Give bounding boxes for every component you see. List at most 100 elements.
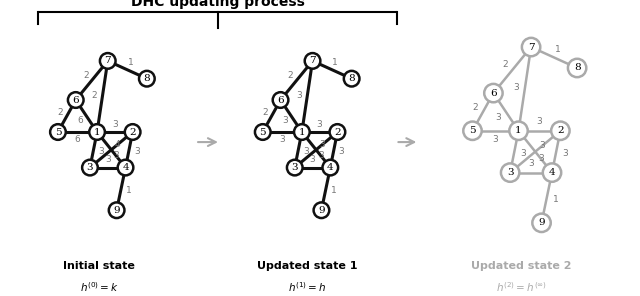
Text: 3: 3	[528, 159, 534, 168]
Circle shape	[109, 202, 124, 218]
Text: 3: 3	[282, 116, 287, 125]
Text: 3: 3	[291, 163, 298, 172]
Text: 8: 8	[143, 74, 150, 83]
Circle shape	[50, 124, 66, 140]
Text: 1: 1	[555, 45, 561, 54]
Text: 3: 3	[105, 155, 111, 164]
Text: 8: 8	[574, 63, 580, 73]
Text: 1: 1	[332, 58, 338, 67]
Text: 1: 1	[126, 186, 132, 195]
Text: 3: 3	[507, 168, 513, 177]
Circle shape	[287, 160, 303, 176]
Text: 4: 4	[548, 168, 556, 177]
Circle shape	[344, 71, 360, 86]
Text: 1: 1	[553, 195, 559, 204]
Text: 1: 1	[298, 128, 305, 136]
Text: 6: 6	[72, 96, 79, 104]
Text: 2: 2	[129, 128, 136, 136]
Text: 3: 3	[319, 140, 325, 149]
Text: 3: 3	[318, 151, 324, 160]
Text: 1: 1	[515, 126, 522, 135]
Text: 2: 2	[287, 71, 293, 80]
Circle shape	[118, 160, 133, 176]
Text: $h^{(2)} = h^{(\infty)}$: $h^{(2)} = h^{(\infty)}$	[496, 280, 547, 294]
Circle shape	[522, 38, 540, 56]
Circle shape	[551, 122, 570, 140]
Text: 7: 7	[309, 57, 316, 65]
Circle shape	[330, 124, 345, 140]
Text: $h^{(0)} = k$: $h^{(0)} = k$	[80, 280, 118, 294]
Text: 3: 3	[495, 112, 501, 122]
Text: 4: 4	[115, 140, 120, 149]
Circle shape	[509, 122, 528, 140]
Circle shape	[463, 122, 482, 140]
Text: 6: 6	[75, 135, 81, 144]
Text: 2: 2	[92, 91, 97, 100]
Text: 3: 3	[493, 136, 499, 144]
Text: 3: 3	[99, 147, 104, 156]
Circle shape	[484, 84, 502, 102]
Circle shape	[89, 124, 105, 140]
Circle shape	[568, 59, 586, 77]
Text: 9: 9	[538, 218, 545, 227]
Circle shape	[255, 124, 271, 140]
Circle shape	[273, 92, 289, 108]
Text: 3: 3	[296, 91, 302, 100]
Text: 4: 4	[122, 163, 129, 172]
Circle shape	[501, 163, 519, 182]
Circle shape	[305, 53, 321, 69]
Text: Updated state 1: Updated state 1	[257, 261, 358, 271]
Text: Initial state: Initial state	[63, 261, 135, 271]
Text: Updated state 2: Updated state 2	[471, 261, 572, 271]
Text: 3: 3	[513, 83, 518, 92]
Text: 1: 1	[127, 58, 133, 67]
Text: 2: 2	[262, 108, 268, 117]
Text: 6: 6	[277, 96, 284, 104]
Text: 2: 2	[472, 103, 477, 112]
Text: 3: 3	[134, 147, 140, 156]
Text: 2: 2	[57, 108, 63, 117]
Text: 2: 2	[83, 71, 88, 80]
Text: 3: 3	[113, 151, 119, 160]
Circle shape	[82, 160, 98, 176]
Text: 3: 3	[540, 141, 545, 150]
Text: 7: 7	[104, 57, 111, 65]
Text: 9: 9	[113, 206, 120, 215]
Text: 3: 3	[310, 155, 316, 164]
Text: 3: 3	[339, 147, 344, 156]
Text: 5: 5	[259, 128, 266, 136]
Circle shape	[323, 160, 338, 176]
Text: 3: 3	[563, 149, 568, 158]
Text: 7: 7	[528, 43, 534, 52]
Text: 2: 2	[557, 126, 564, 135]
Text: 2: 2	[502, 60, 508, 69]
Text: 1: 1	[331, 186, 337, 195]
Text: 5: 5	[469, 126, 476, 135]
Text: 8: 8	[348, 74, 355, 83]
Text: 9: 9	[318, 206, 324, 215]
Text: 3: 3	[112, 120, 118, 129]
Circle shape	[543, 163, 561, 182]
Text: 3: 3	[536, 117, 542, 126]
Text: 1: 1	[93, 128, 100, 136]
Circle shape	[68, 92, 84, 108]
Circle shape	[314, 202, 329, 218]
Text: 3: 3	[317, 120, 323, 129]
Circle shape	[100, 53, 116, 69]
Text: $h^{(1)} = h$: $h^{(1)} = h$	[288, 280, 326, 294]
Text: 3: 3	[538, 154, 544, 163]
Circle shape	[294, 124, 310, 140]
Text: 6: 6	[490, 89, 497, 98]
Circle shape	[125, 124, 140, 140]
Text: 3: 3	[86, 163, 93, 172]
Circle shape	[532, 214, 551, 232]
Text: 3: 3	[520, 149, 526, 158]
Text: 3: 3	[303, 147, 309, 156]
Text: 2: 2	[334, 128, 340, 136]
Circle shape	[139, 71, 155, 86]
Text: DHC updating process: DHC updating process	[131, 0, 305, 9]
Text: 4: 4	[327, 163, 333, 172]
Text: 3: 3	[280, 135, 285, 144]
Text: 6: 6	[77, 116, 83, 125]
Text: 5: 5	[54, 128, 61, 136]
